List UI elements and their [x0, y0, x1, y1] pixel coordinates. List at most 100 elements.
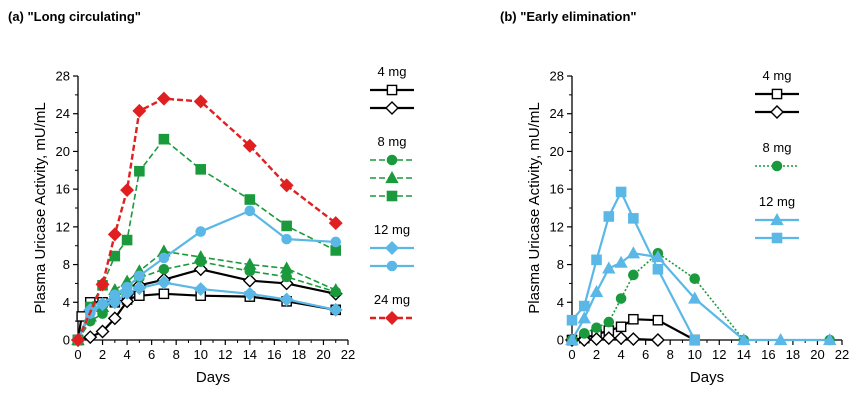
data-point [823, 333, 837, 346]
data-point [330, 236, 342, 248]
data-point [158, 252, 170, 264]
x-tick-label: 0 [568, 347, 575, 362]
series-line [76, 97, 337, 341]
y-tick-label: 12 [550, 219, 564, 234]
data-point [602, 261, 616, 274]
y-tick-label: 24 [550, 106, 564, 121]
series-line [571, 252, 830, 341]
panel-title: (a) "Long circulating" [8, 9, 141, 24]
data-point [243, 257, 257, 270]
x-tick-label: 10 [687, 347, 701, 362]
data-point [195, 164, 207, 175]
legend-group-label: 12 mg [374, 222, 410, 237]
data-point [120, 183, 135, 198]
data-point [134, 165, 145, 177]
y-tick-label: 16 [550, 182, 564, 197]
data-point [628, 269, 639, 281]
x-tick-label: 20 [810, 347, 824, 362]
data-point [614, 331, 629, 346]
legend-marker [386, 154, 398, 166]
data-point [652, 314, 664, 326]
y-tick-label: 28 [56, 69, 70, 84]
data-point [626, 332, 641, 347]
y-tick-label: 4 [63, 295, 70, 310]
data-point [281, 271, 292, 283]
data-point [328, 302, 343, 317]
x-tick-label: 22 [835, 347, 849, 362]
x-tick-label: 20 [316, 347, 330, 362]
data-point [83, 330, 98, 345]
data-point [121, 234, 133, 246]
data-point [132, 281, 147, 296]
data-point [121, 281, 133, 293]
data-point [650, 333, 665, 347]
data-point [578, 328, 590, 339]
y-tick-label: 8 [557, 257, 564, 272]
data-point [651, 250, 665, 263]
x-tick-label: 18 [786, 347, 800, 362]
x-tick-label: 16 [267, 347, 281, 362]
x-tick-label: 2 [99, 347, 106, 362]
series-12mg-square [566, 186, 701, 346]
x-tick-label: 6 [642, 347, 649, 362]
legend-marker [770, 213, 784, 226]
legend-marker [385, 101, 399, 115]
data-point [279, 292, 294, 307]
data-point [107, 311, 122, 326]
data-point [591, 322, 602, 334]
data-point [193, 282, 208, 297]
x-tick-label: 14 [243, 347, 257, 362]
series-line [571, 190, 696, 341]
data-point [589, 332, 604, 347]
data-point [652, 263, 664, 275]
x-tick-label: 16 [761, 347, 775, 362]
data-point [578, 300, 590, 312]
data-point [281, 220, 292, 232]
data-point [591, 254, 602, 266]
x-tick-label: 10 [193, 347, 207, 362]
x-tick-label: 22 [341, 347, 355, 362]
y-axis-label: Plasma Uricase Activity, mU/mL [32, 102, 49, 313]
series-12mg-triangle [565, 246, 837, 346]
data-point [107, 295, 122, 310]
data-point [773, 333, 788, 346]
legend-marker [386, 190, 398, 202]
legend: 4 mg 8 mg 12 mg [755, 68, 799, 244]
legend-group-label: 12 mg [759, 194, 795, 209]
x-tick-label: 0 [74, 347, 81, 362]
legend-group-label: 8 mg [763, 140, 792, 155]
legend-marker [385, 311, 399, 325]
data-point [244, 205, 256, 217]
data-point [626, 246, 641, 259]
data-point [689, 273, 701, 285]
legend-marker [770, 105, 784, 119]
data-point [242, 138, 257, 153]
x-tick-label: 6 [148, 347, 155, 362]
x-tick-label: 14 [737, 347, 751, 362]
data-point [242, 286, 257, 301]
data-point [158, 263, 170, 275]
data-point [615, 293, 627, 304]
y-tick-label: 12 [56, 219, 70, 234]
y-tick-label: 16 [56, 182, 70, 197]
data-point [689, 334, 701, 346]
x-tick-label: 8 [173, 347, 180, 362]
data-point [279, 261, 294, 274]
data-point [193, 94, 208, 109]
x-tick-label: 12 [218, 347, 232, 362]
data-point [156, 275, 171, 290]
data-point [120, 294, 135, 309]
data-point [281, 233, 292, 245]
x-tick-label: 2 [593, 347, 600, 362]
data-point [329, 283, 343, 296]
data-point [565, 333, 579, 346]
data-point [688, 291, 702, 304]
y-tick-label: 0 [557, 333, 564, 348]
data-point [737, 333, 751, 346]
legend-group-label: 8 mg [378, 134, 407, 149]
data-point [71, 333, 85, 347]
series-24mg-diamond [71, 91, 343, 347]
y-axis-label: Plasma Uricase Activity, mU/mL [526, 102, 543, 313]
